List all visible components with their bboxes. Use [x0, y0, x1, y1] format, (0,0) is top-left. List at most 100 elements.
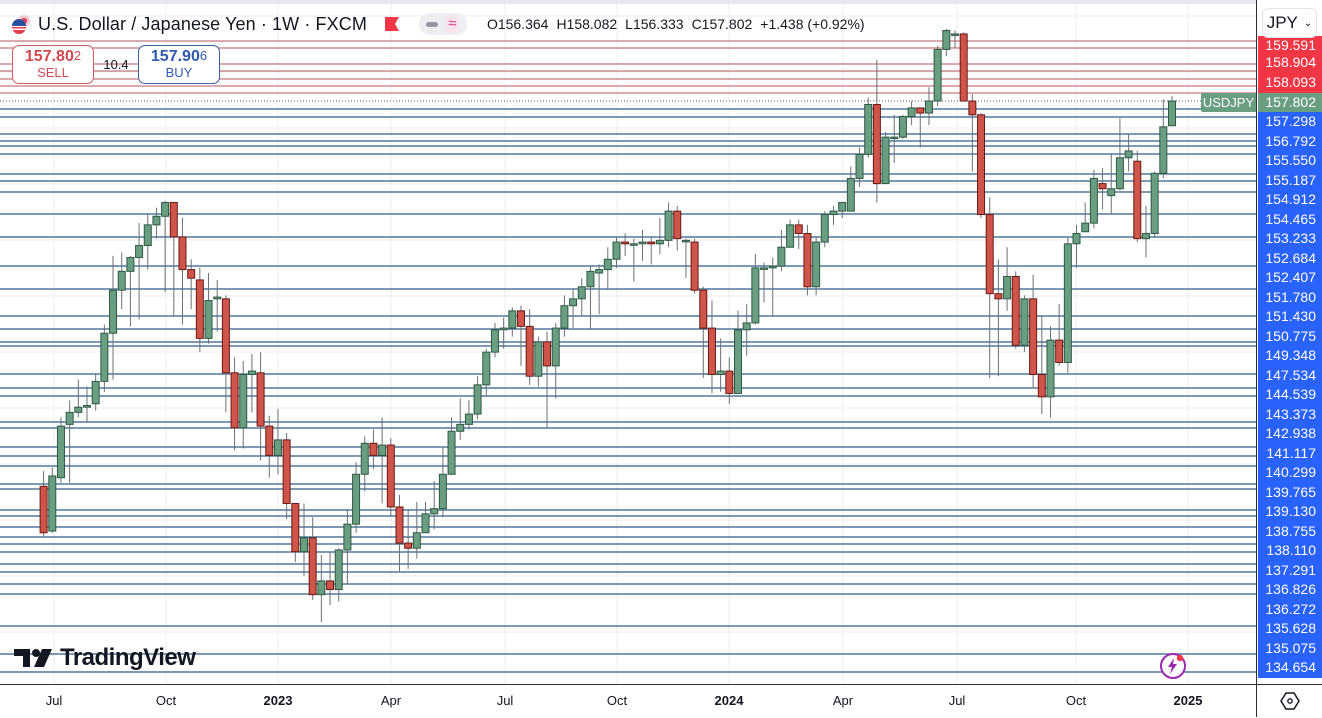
candle-down[interactable] [369, 442, 378, 456]
candle-down[interactable] [187, 269, 196, 279]
candle-up[interactable] [143, 224, 152, 247]
candle-up[interactable] [161, 202, 170, 217]
candle-up[interactable] [360, 442, 369, 475]
candle-up[interactable] [595, 269, 604, 274]
time-axis[interactable]: Jul Oct 2023 Apr Jul Oct 2024 Apr Jul Oct 2025 [0, 684, 1256, 718]
candle-down[interactable] [959, 33, 968, 102]
candle-up[interactable] [560, 305, 569, 329]
red-flag-icon[interactable] [384, 17, 399, 31]
candle-up[interactable] [213, 296, 222, 300]
candle-down[interactable] [282, 439, 291, 505]
candle-up[interactable] [655, 239, 664, 245]
candle-up[interactable] [734, 329, 742, 394]
candle-up[interactable] [65, 411, 74, 425]
candle-up[interactable] [1072, 232, 1081, 245]
candle-down[interactable] [994, 293, 1003, 300]
candle-up[interactable] [204, 300, 213, 339]
buy-button[interactable]: 157.906 BUY [138, 45, 220, 84]
candle-up[interactable] [1168, 100, 1176, 127]
candle-down[interactable] [221, 298, 230, 374]
chart-settings-button[interactable] [1256, 684, 1322, 717]
candle-up[interactable] [942, 30, 951, 50]
candle-down[interactable] [178, 236, 187, 271]
candle-up[interactable] [499, 327, 508, 331]
candle-up[interactable] [1150, 172, 1159, 234]
candle-down[interactable] [803, 232, 812, 288]
candle-down[interactable] [673, 210, 682, 240]
candle-up[interactable] [1159, 126, 1168, 174]
candle-up[interactable] [786, 224, 795, 248]
chart-pane[interactable] [0, 4, 1256, 684]
candle-up[interactable] [577, 286, 586, 300]
candle-up[interactable] [1063, 243, 1072, 363]
candle-up[interactable] [464, 413, 473, 425]
candle-up[interactable] [1107, 188, 1116, 197]
candle-up[interactable] [881, 136, 890, 185]
candle-up[interactable] [846, 177, 855, 212]
candle-down[interactable] [39, 485, 48, 534]
candle-up[interactable] [430, 508, 439, 515]
candle-up[interactable] [100, 332, 109, 382]
candle-up[interactable] [56, 425, 65, 479]
candle-up[interactable] [768, 265, 777, 269]
candle-down[interactable] [725, 370, 734, 394]
candle-up[interactable] [586, 270, 595, 288]
candle-down[interactable] [1029, 298, 1038, 376]
candle-up[interactable] [534, 341, 543, 377]
candle-down[interactable] [326, 580, 335, 591]
candle-up[interactable] [603, 258, 612, 271]
candle-down[interactable] [985, 214, 994, 295]
candle-up[interactable] [612, 241, 621, 260]
candle-up[interactable] [135, 245, 144, 259]
candle-up[interactable] [664, 210, 673, 241]
candle-up[interactable] [838, 202, 847, 212]
candle-down[interactable] [707, 327, 716, 376]
candle-up[interactable] [1020, 298, 1029, 346]
candle-down[interactable] [699, 289, 708, 329]
candle-up[interactable] [890, 136, 899, 140]
candle-up[interactable] [951, 33, 959, 36]
candle-up[interactable] [1081, 222, 1090, 233]
candle-up[interactable] [569, 298, 578, 307]
candle-up[interactable] [334, 549, 343, 591]
tradingview-logo[interactable]: TradingView [14, 644, 196, 672]
price-axis[interactable]: 159.591 158.904 158.093 157.802 157.298 156.7… [1256, 0, 1322, 684]
candle-up[interactable] [1115, 157, 1124, 190]
candle-up[interactable] [629, 243, 638, 246]
lightning-alert-icon[interactable] [1159, 652, 1187, 680]
candle-up[interactable] [508, 310, 517, 329]
candle-up[interactable] [855, 153, 864, 179]
candle-up[interactable] [126, 257, 135, 272]
candle-up[interactable] [907, 107, 916, 118]
candle-up[interactable] [109, 289, 118, 334]
candle-down[interactable] [647, 241, 656, 245]
candle-up[interactable] [239, 374, 248, 429]
candle-up[interactable] [820, 214, 829, 243]
candle-down[interactable] [543, 341, 552, 367]
candle-down[interactable] [265, 425, 274, 456]
candle-up[interactable] [777, 246, 786, 267]
candle-up[interactable] [681, 239, 690, 243]
candle-up[interactable] [812, 241, 821, 288]
candle-down[interactable] [525, 325, 534, 377]
candle-up[interactable] [1089, 177, 1098, 224]
candle-down[interactable] [794, 224, 803, 234]
candle-down[interactable] [621, 241, 630, 245]
candle-up[interactable] [91, 380, 100, 405]
candle-up[interactable] [421, 513, 430, 534]
candlestick-chart[interactable] [0, 4, 1256, 684]
candle-up[interactable] [638, 241, 647, 245]
candle-up[interactable] [1124, 150, 1133, 159]
candle-up[interactable] [438, 473, 447, 510]
candle-up[interactable] [456, 423, 465, 432]
candle-up[interactable] [864, 103, 873, 155]
candle-up[interactable] [760, 267, 769, 270]
candle-up[interactable] [1003, 275, 1012, 300]
indicator-toggle-pill[interactable]: ≈ [418, 13, 467, 35]
candle-down[interactable] [517, 310, 525, 327]
candle-down[interactable] [404, 542, 413, 549]
candle-up[interactable] [898, 116, 907, 138]
candle-down[interactable] [1037, 374, 1046, 398]
candle-down[interactable] [690, 241, 699, 291]
candle-down[interactable] [1055, 339, 1064, 363]
